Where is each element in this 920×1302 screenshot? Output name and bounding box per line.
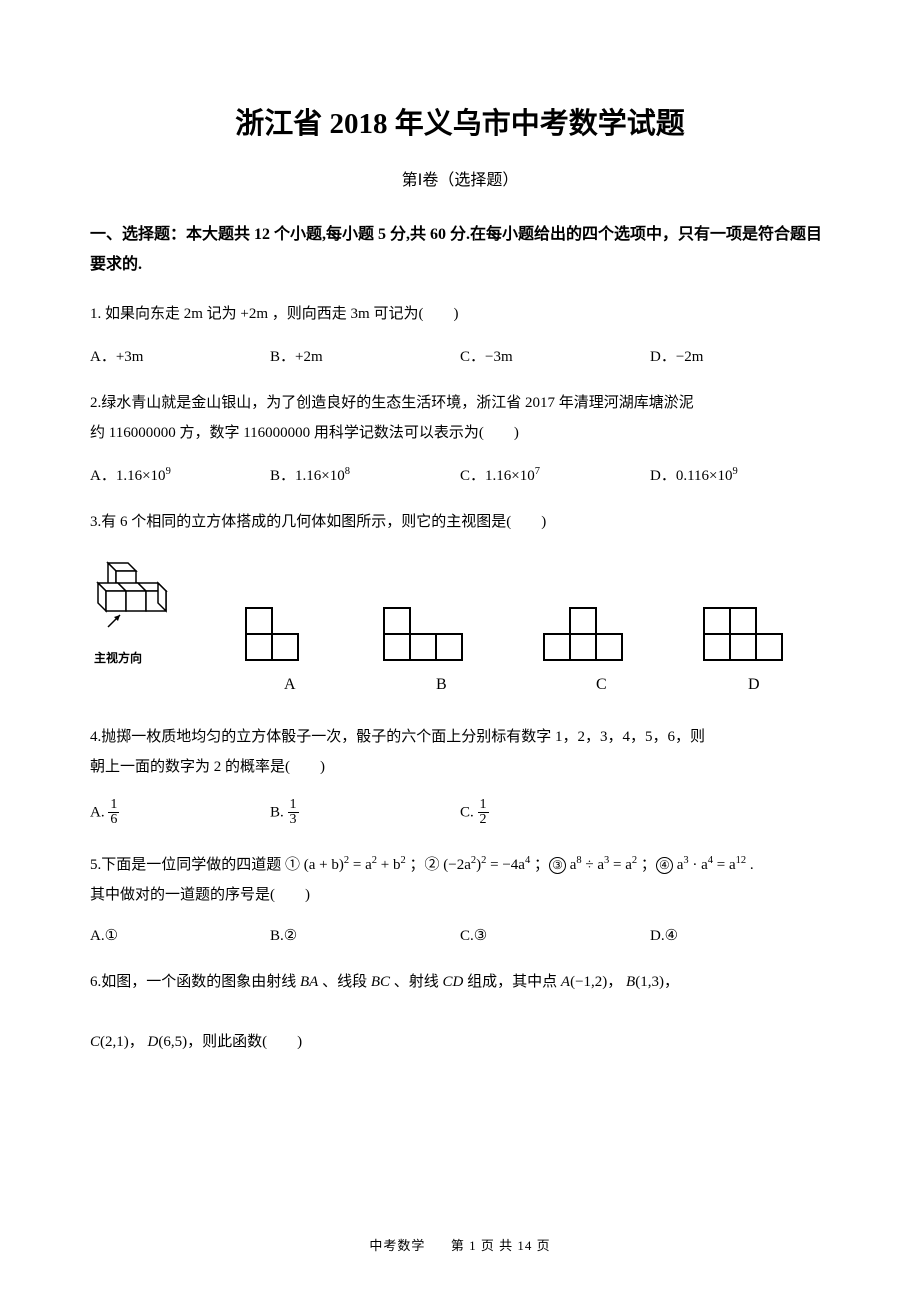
q4-c-den: 2 [478, 813, 489, 828]
page-title: 浙江省 2018 年义乌市中考数学试题 [90, 100, 830, 142]
q2-a-exp: 9 [166, 466, 171, 477]
q2-option-a: A．1.16×109 [90, 464, 270, 485]
q4-a-num: 1 [108, 798, 119, 814]
page-subtitle: 第Ⅰ卷（选择题） [90, 166, 830, 190]
q4-a-frac: 16 [108, 798, 119, 828]
q3-caption: 主视方向 [90, 649, 190, 666]
section-heading: 一、选择题：本大题共 12 个小题,每小题 5 分,共 60 分.在每小题给出的… [90, 220, 830, 281]
page-footer: 中考数学 第 1 页 共 14 页 [0, 1235, 920, 1254]
q2-b-exp: 8 [345, 466, 350, 477]
q5-option-b: B.② [270, 926, 460, 945]
q2-c-mantissa: 1.16×10 [485, 468, 535, 484]
q5-c1: ① [285, 857, 300, 873]
q4-option-b: B. 13 [270, 798, 460, 828]
q4-line2: 朝上一面的数字为 2 的概率是( ) [90, 759, 325, 775]
q6-cd: CD [443, 974, 464, 990]
q5-pre: 5.下面是一位同学做的四道题 [90, 857, 285, 873]
q2-option-c: C．1.16×107 [460, 464, 650, 485]
q4-option-a: A. 16 [90, 798, 270, 828]
q4-line1: 4.抛掷一枚质地均匀的立方体骰子一次，骰子的六个面上分别标有数字 1，2，3，4… [90, 729, 705, 745]
q5-e4: a3 · a4 = a12 [677, 857, 746, 873]
q2-options: A．1.16×109 B．1.16×108 C．1.16×107 D．0.116… [90, 464, 830, 485]
q2-b-prefix: B． [270, 468, 295, 484]
q4-text: 4.抛掷一枚质地均匀的立方体骰子一次，骰子的六个面上分别标有数字 1，2，3，4… [90, 722, 830, 782]
q3-figures: 主视方向 [90, 555, 830, 666]
q2-b-mantissa: 1.16×10 [295, 468, 345, 484]
exam-page: 浙江省 2018 年义乌市中考数学试题 第Ⅰ卷（选择题） 一、选择题：本大题共 … [0, 0, 920, 1302]
q3-option-a-figure [240, 604, 328, 666]
q3-label-a: A [284, 676, 436, 694]
q5-c2: ② [425, 857, 440, 873]
q1-option-c: C．−3m [460, 345, 650, 366]
q2-d-exp: 9 [733, 466, 738, 477]
q4-b-frac: 13 [288, 798, 299, 828]
q4-c-prefix: C. [460, 804, 474, 820]
q1-options: A．+3m B．+2m C．−3m D．−2m [90, 345, 830, 366]
q4-b-num: 1 [288, 798, 299, 814]
q2-a-mantissa: 1.16×10 [116, 468, 166, 484]
q5-text: 5.下面是一位同学做的四道题 ① (a + b)2 = a2 + b2 ；② (… [90, 850, 830, 910]
cubes-icon [90, 555, 190, 655]
q6-c: C [90, 1034, 100, 1050]
q1-option-d: D．−2m [650, 345, 703, 366]
q2-a-prefix: A． [90, 468, 116, 484]
q2-d-mantissa: 0.116×10 [676, 468, 733, 484]
q4-c-frac: 12 [478, 798, 489, 828]
q3-option-b-figure [378, 604, 488, 666]
footer-label: 中考数学 [369, 1238, 425, 1253]
q3-solid-figure: 主视方向 [90, 555, 190, 666]
q5-line2: 其中做对的一道题的序号是( ) [90, 887, 310, 903]
q6-bc: BC [371, 974, 390, 990]
q6-text: 6.如图，一个函数的图象由射线 BA 、线段 BC 、射线 CD 组成，其中点 … [90, 967, 830, 1057]
q4-a-prefix: A. [90, 804, 105, 820]
q3-option-c-figure [538, 604, 648, 666]
q3-option-d-figure [698, 604, 808, 666]
q5-options: A.① B.② C.③ D.④ [90, 926, 830, 945]
q5-c4: ④ [656, 857, 673, 874]
q6-ba: BA [300, 974, 318, 990]
q4-b-den: 3 [288, 813, 299, 828]
q2-c-prefix: C． [460, 468, 485, 484]
q5-e2: (−2a2)2 = −4a4 [443, 857, 530, 873]
q4-c-num: 1 [478, 798, 489, 814]
q3-label-b: B [436, 676, 596, 694]
q4-options: A. 16 B. 13 C. 12 [90, 798, 830, 828]
q6-b: B [626, 974, 635, 990]
q5-e3: a8 ÷ a3 = a2 [570, 857, 637, 873]
q2-option-b: B．1.16×108 [270, 464, 460, 485]
q2-text: 2.绿水青山就是金山银山，为了创造良好的生态生活环境，浙江省 2017 年清理河… [90, 388, 830, 448]
q5-option-d: D.④ [650, 926, 678, 945]
q3-label-c: C [596, 676, 748, 694]
q4-option-c: C. 12 [460, 798, 650, 828]
q1-option-b: B．+2m [270, 345, 460, 366]
q4-b-prefix: B. [270, 804, 284, 820]
q5-option-c: C.③ [460, 926, 650, 945]
q2-line2: 约 116000000 方，数字 116000000 用科学记数法可以表示为( … [90, 425, 519, 441]
q5-e1: (a + b)2 = a2 + b2 [304, 857, 406, 873]
q2-option-d: D．0.116×109 [650, 464, 738, 485]
q1-text: 1. 如果向东走 2m 记为 +2m ，则向西走 3m 可记为( ) [90, 299, 830, 329]
q3-label-d: D [748, 676, 760, 694]
q2-c-exp: 7 [535, 466, 540, 477]
q4-a-den: 6 [108, 813, 119, 828]
q3-text: 3.有 6 个相同的立方体搭成的几何体如图所示，则它的主视图是( ) [90, 507, 830, 537]
footer-page: 第 1 页 共 14 页 [451, 1238, 551, 1253]
q5-c3: ③ [549, 857, 566, 874]
q6-pre: 6.如图，一个函数的图象由射线 [90, 974, 300, 990]
q1-option-a: A．+3m [90, 345, 270, 366]
q3-labels: A B C D [90, 676, 830, 694]
q6-d: D [148, 1034, 159, 1050]
q2-line1: 2.绿水青山就是金山银山，为了创造良好的生态生活环境，浙江省 2017 年清理河… [90, 395, 694, 411]
q2-d-prefix: D． [650, 468, 676, 484]
q5-option-a: A.① [90, 926, 270, 945]
q6-a: A [561, 974, 570, 990]
